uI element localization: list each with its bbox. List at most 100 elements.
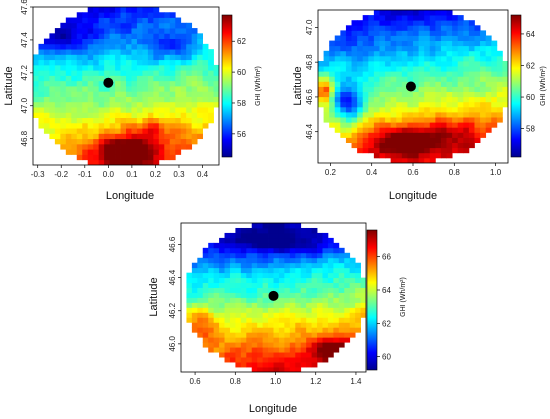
heatmap-cell <box>452 40 459 47</box>
heatmap-cell <box>65 112 72 118</box>
heatmap-cell <box>126 91 132 97</box>
heatmap-cell <box>87 59 94 66</box>
heatmap-cell <box>257 332 264 338</box>
heatmap-cell <box>440 35 447 41</box>
heatmap-cell <box>463 61 470 67</box>
heatmap-cell <box>235 262 242 269</box>
heatmap-cell <box>435 30 442 36</box>
heatmap-cell <box>65 22 72 29</box>
heatmap-cell <box>457 40 464 47</box>
heatmap-cell <box>104 122 110 129</box>
heatmap-cell <box>278 257 285 264</box>
heatmap-cell <box>468 30 475 36</box>
heatmap-cell <box>213 337 220 343</box>
heatmap-cell <box>317 337 323 343</box>
heatmap-cell <box>322 302 329 308</box>
heatmap-cell <box>429 35 436 41</box>
heatmap-cell <box>120 91 127 97</box>
heatmap-cell <box>300 242 307 249</box>
heatmap-cell <box>71 22 78 29</box>
heatmap-cell <box>496 106 503 113</box>
heatmap-cell <box>169 43 176 50</box>
heatmap-cell <box>235 237 242 244</box>
heatmap-cell <box>457 81 464 87</box>
heatmap-cell <box>429 25 436 31</box>
heatmap-cell <box>333 267 340 274</box>
heatmap-cell <box>311 307 318 313</box>
heatmap-cell <box>164 12 171 18</box>
heatmap-cell <box>278 292 285 298</box>
heatmap-cell <box>131 107 138 113</box>
x-tick-label: 0.2 <box>325 168 337 177</box>
heatmap-cell <box>235 277 242 283</box>
heatmap-cell <box>191 28 198 34</box>
heatmap-cell <box>306 307 312 313</box>
heatmap-cell <box>76 64 83 71</box>
heatmap-cell <box>452 101 459 108</box>
heatmap-cell <box>82 38 89 45</box>
heatmap-cell <box>229 357 236 363</box>
heatmap-cell <box>349 257 356 264</box>
heatmap-cell <box>468 45 475 52</box>
heatmap-cell <box>323 76 330 82</box>
heatmap-cell <box>289 247 296 254</box>
heatmap-cell <box>474 40 481 47</box>
heatmap-cell <box>153 17 160 24</box>
heatmap-cell <box>82 54 89 61</box>
heatmap-cell <box>463 91 470 98</box>
heatmap-cell <box>33 101 39 108</box>
heatmap-cell <box>300 252 307 259</box>
heatmap-cell <box>368 137 375 143</box>
heatmap-cell <box>457 117 464 123</box>
heatmap-cell <box>197 312 204 318</box>
heatmap-cell <box>175 138 182 145</box>
heatmap-cell <box>327 342 334 348</box>
heatmap-cell <box>109 75 116 82</box>
heatmap-cell <box>480 30 487 36</box>
heatmap-cell <box>186 107 193 113</box>
heatmap-cell <box>164 138 171 145</box>
heatmap-cell <box>368 96 375 103</box>
heatmap-cell <box>491 86 498 92</box>
heatmap-cell <box>93 117 100 124</box>
heatmap-cell <box>327 297 334 303</box>
heatmap-cell <box>164 133 171 140</box>
heatmap-cell <box>197 287 204 293</box>
heatmap-cell <box>322 292 329 298</box>
heatmap-cell <box>333 257 340 264</box>
heatmap-cell <box>440 122 447 128</box>
heatmap-cell <box>180 107 187 113</box>
heatmap-cell <box>257 223 264 229</box>
heatmap-cell <box>390 30 397 36</box>
heatmap-cell <box>131 128 138 134</box>
heatmap-cell <box>413 55 419 62</box>
heatmap-cell <box>76 143 83 150</box>
colorbar-gradient <box>221 14 233 158</box>
heatmap-cell <box>175 107 182 113</box>
heatmap-cell <box>306 227 312 234</box>
heatmap-cell <box>440 15 447 21</box>
heatmap-cell <box>390 91 397 98</box>
heatmap-cell <box>229 257 236 264</box>
heatmap-cell <box>338 312 345 318</box>
heatmap-cell <box>413 50 419 57</box>
heatmap-cell <box>33 107 39 113</box>
heatmap-cell <box>496 101 503 108</box>
heatmap-cell <box>147 133 154 140</box>
heatmap-cell <box>452 132 459 138</box>
heatmap-cell <box>197 307 204 313</box>
heatmap-cell <box>418 157 425 163</box>
heatmap-cell <box>295 262 302 269</box>
heatmap-cell <box>390 71 397 77</box>
heatmap-cell <box>413 30 419 36</box>
heatmap-cell <box>329 101 336 108</box>
heatmap-cell <box>65 49 72 55</box>
heatmap-cell <box>373 81 380 87</box>
heatmap-cell <box>235 362 242 368</box>
heatmap-cell <box>87 101 94 108</box>
heatmap-cell <box>186 128 193 134</box>
heatmap-cell <box>468 25 475 31</box>
heatmap-cell <box>429 61 436 67</box>
heatmap-cell <box>457 66 464 72</box>
heatmap-cell <box>429 76 436 82</box>
